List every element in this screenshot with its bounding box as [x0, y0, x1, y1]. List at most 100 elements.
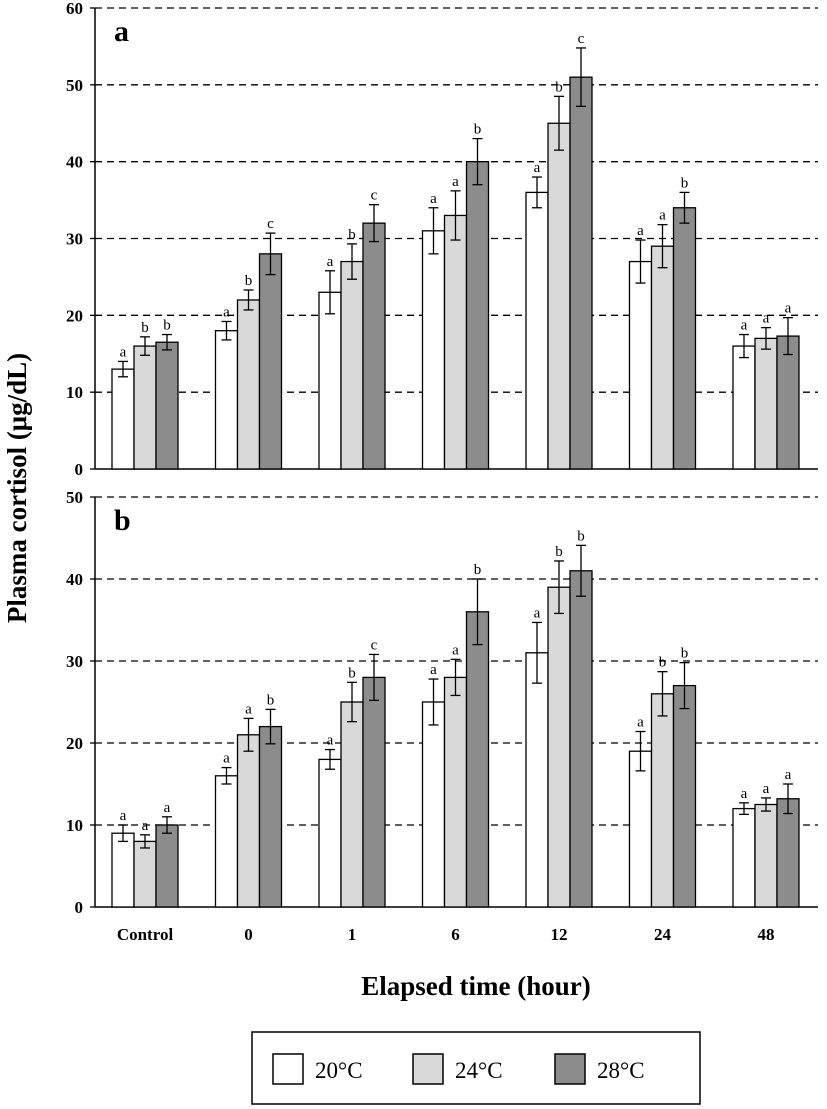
bar [362, 222, 386, 470]
y-tick-label: 30 [66, 230, 83, 249]
significance-letter: a [452, 642, 459, 658]
bar [421, 701, 446, 908]
significance-letter: b [245, 273, 253, 289]
significance-letter: b [474, 122, 482, 138]
legend-label: 20°C [315, 1058, 363, 1083]
y-tick-label: 20 [66, 306, 83, 325]
bar [258, 725, 283, 908]
significance-letter: a [637, 223, 644, 239]
significance-letter: b [555, 544, 563, 560]
bar [155, 341, 179, 470]
x-tick-label: Control [117, 925, 174, 944]
significance-letter: a [245, 701, 252, 717]
x-tick-label: 0 [244, 925, 253, 944]
significance-letter: a [164, 800, 171, 816]
bar [443, 676, 468, 908]
bar [133, 840, 157, 908]
bar [776, 335, 800, 470]
significance-letter: c [267, 216, 274, 232]
significance-letter: b [163, 318, 171, 334]
y-tick-label: 60 [66, 0, 83, 18]
bar [214, 330, 239, 470]
bar [318, 291, 342, 470]
y-tick-label: 30 [66, 652, 83, 671]
significance-letter: a [452, 174, 459, 190]
bar [421, 230, 446, 470]
bar [465, 161, 490, 470]
significance-letter: a [120, 344, 127, 360]
panel-label: b [114, 504, 131, 537]
bar [776, 798, 800, 908]
y-tick-label: 50 [66, 488, 83, 507]
significance-letter: a [223, 304, 230, 320]
bar [340, 701, 364, 908]
bar [754, 337, 778, 470]
bar [569, 76, 593, 470]
y-tick-label: 0 [75, 898, 84, 917]
significance-letter: b [681, 646, 689, 662]
panel-label: a [114, 15, 129, 48]
significance-letter: a [223, 751, 230, 767]
x-tick-label: 12 [551, 925, 568, 944]
significance-letter: a [763, 781, 770, 797]
bar [258, 253, 283, 470]
significance-letter: a [534, 160, 541, 176]
bar [155, 824, 179, 908]
legend-swatch [554, 1053, 586, 1085]
bar [547, 586, 571, 908]
significance-letter: a [659, 208, 666, 224]
significance-letter: b [474, 562, 482, 578]
bar [465, 611, 490, 908]
significance-letter: a [637, 715, 644, 731]
bar [732, 345, 756, 470]
significance-letter: a [327, 733, 334, 749]
y-tick-label: 50 [66, 76, 83, 95]
bar [214, 775, 239, 908]
bar [111, 368, 135, 470]
x-tick-label: 24 [654, 925, 672, 944]
significance-letter: a [430, 662, 437, 678]
bar [754, 803, 778, 908]
y-axis-label: Plasma cortisol (μg/dL) [2, 353, 32, 623]
significance-letter: c [371, 188, 378, 204]
significance-letter: a [327, 254, 334, 270]
bar [732, 807, 756, 908]
significance-letter: a [741, 318, 748, 334]
significance-letter: a [120, 808, 127, 824]
legend-box [251, 1031, 701, 1105]
bar [340, 260, 364, 470]
bar [569, 570, 593, 908]
significance-letter: c [371, 637, 378, 653]
bar [236, 734, 261, 908]
bar [628, 750, 653, 908]
x-tick-label: 1 [348, 925, 357, 944]
bar [650, 245, 675, 470]
legend: 20°C 24°C 28°C [251, 1031, 701, 1105]
significance-letter: c [578, 31, 585, 47]
y-tick-label: 0 [75, 460, 84, 479]
significance-letter: b [267, 692, 275, 708]
significance-letter: a [430, 191, 437, 207]
significance-letter: b [577, 528, 585, 544]
legend-swatch [272, 1053, 304, 1085]
y-tick-label: 40 [66, 570, 83, 589]
significance-letter: a [142, 818, 149, 834]
significance-letter: a [534, 605, 541, 621]
bar [650, 693, 675, 908]
bar [133, 345, 157, 470]
y-tick-label: 40 [66, 153, 83, 172]
significance-letter: b [681, 175, 689, 191]
bar [672, 684, 697, 908]
significance-letter: b [348, 665, 356, 681]
x-axis-label: Elapsed time (hour) [361, 971, 591, 1001]
x-tick-label: 6 [451, 925, 460, 944]
x-tick-label: 48 [758, 925, 775, 944]
significance-letter: a [785, 767, 792, 783]
bar [111, 832, 135, 908]
significance-letter: a [785, 301, 792, 317]
bar [362, 676, 386, 908]
bar [318, 758, 342, 908]
bar [525, 191, 549, 470]
